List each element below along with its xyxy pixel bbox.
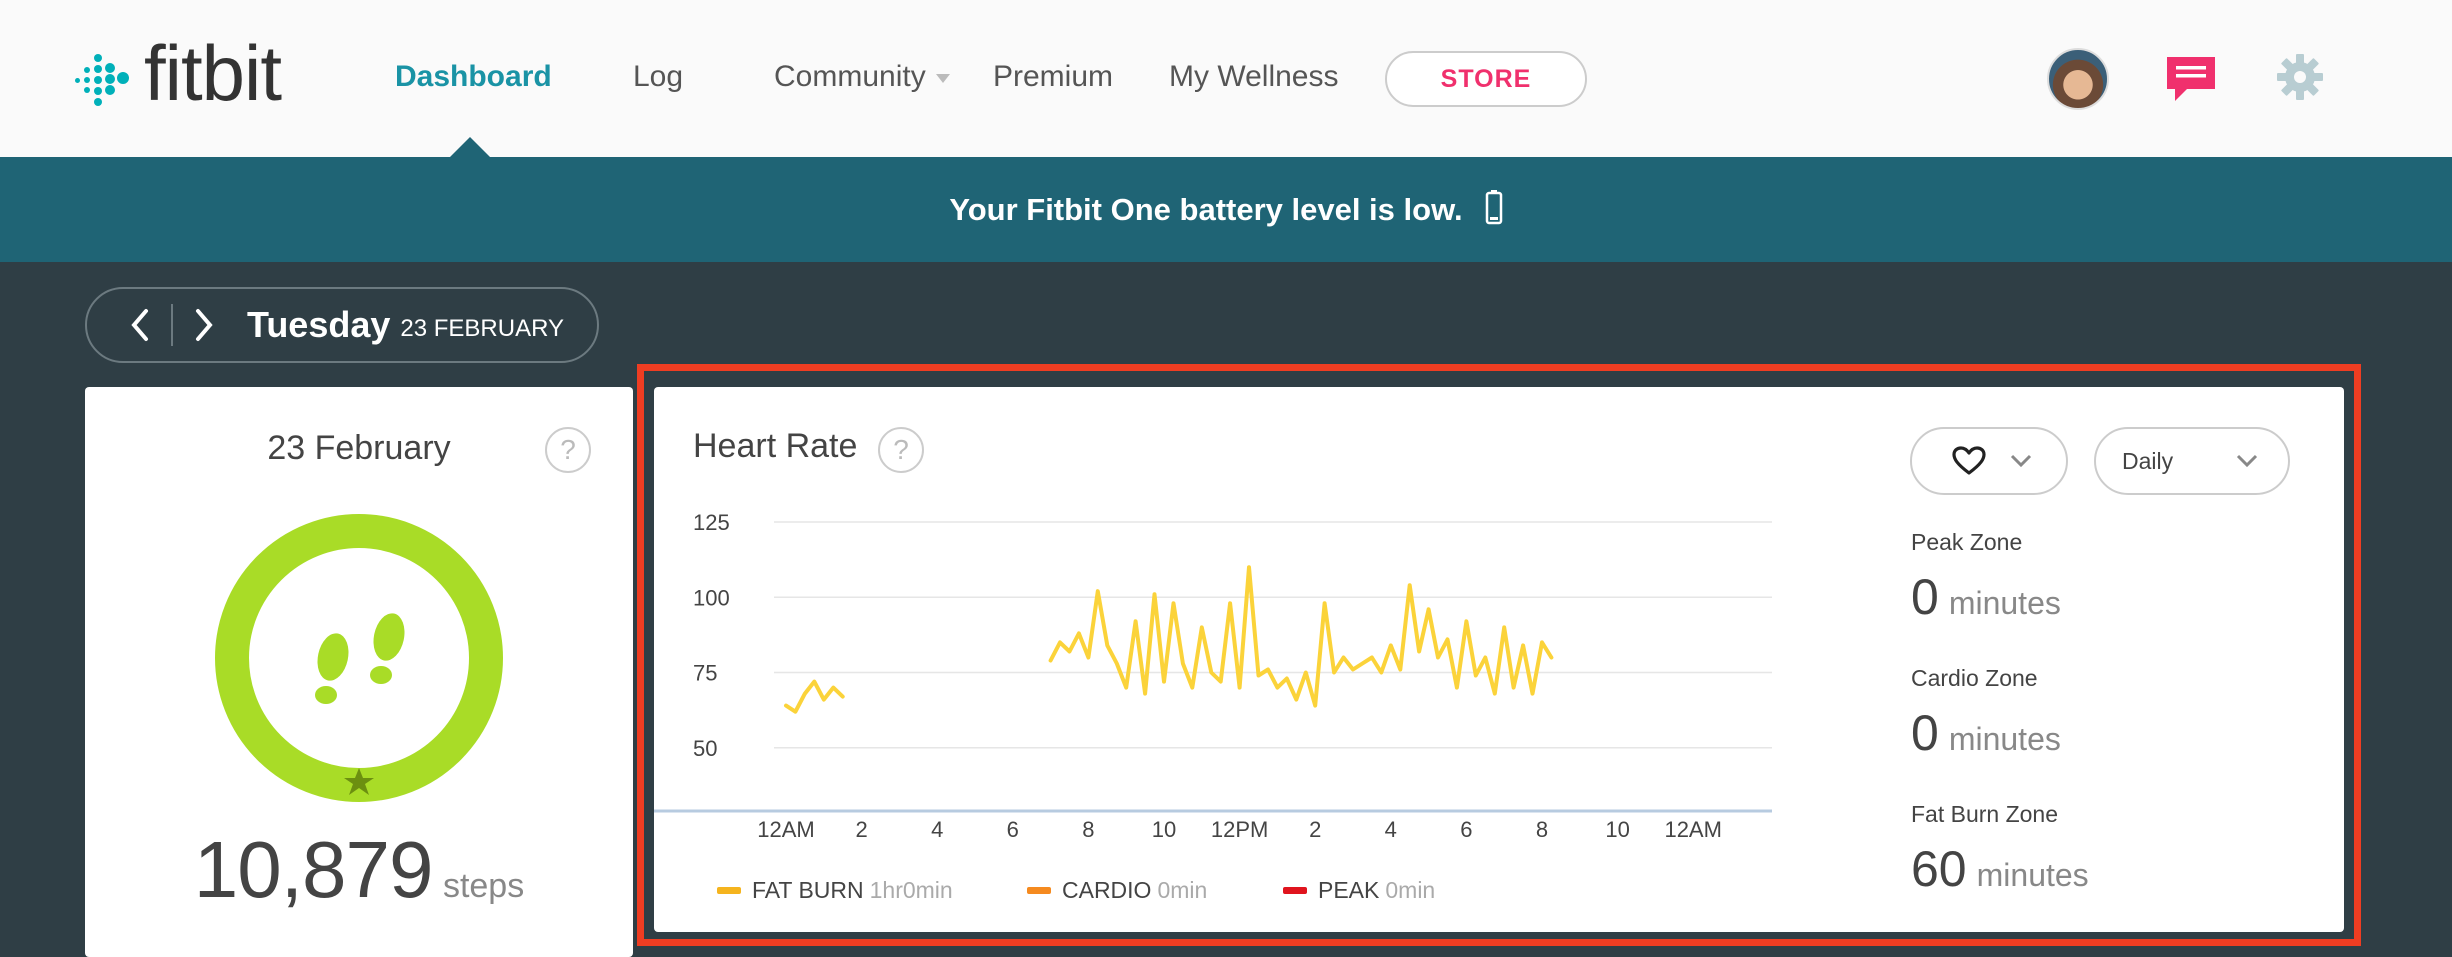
battery-banner: Your Fitbit One battery level is low. xyxy=(0,157,2452,262)
x-tick-label: 2 xyxy=(1309,817,1321,842)
chevron-right-icon xyxy=(196,309,213,341)
period-select-label: Daily xyxy=(2122,447,2174,474)
y-tick-label: 125 xyxy=(693,510,730,535)
x-tick-label: 4 xyxy=(1385,817,1397,842)
battery-low-icon xyxy=(1485,189,1503,230)
steps-unit: steps xyxy=(442,867,525,905)
x-tick-label: 10 xyxy=(1605,817,1629,842)
x-tick-label: 6 xyxy=(1460,817,1472,842)
date-day: Tuesday xyxy=(247,304,391,345)
fat-burn-zone: Fat Burn Zone 60 minutes xyxy=(1911,801,2089,898)
chevron-left-icon xyxy=(131,309,148,341)
x-tick-label: 12AM xyxy=(1664,817,1721,842)
heart-icon xyxy=(1952,446,1986,475)
legend-cardio-value: 0min xyxy=(1157,877,1208,903)
heart-rate-series-line xyxy=(1048,565,1554,708)
nav-community[interactable]: Community xyxy=(774,60,950,94)
heart-rate-help-button[interactable]: ? xyxy=(878,427,924,473)
legend-fat-burn-value: 1hr0min xyxy=(869,877,953,903)
x-tick-label: 8 xyxy=(1536,817,1548,842)
banner-text: Your Fitbit One battery level is low. xyxy=(949,191,1463,227)
steps-card[interactable]: 23 February ? 10,879 steps xyxy=(85,387,633,957)
x-tick-label: 6 xyxy=(1007,817,1019,842)
nav-premium[interactable]: Premium xyxy=(993,60,1114,93)
x-tick-label: 8 xyxy=(1082,817,1094,842)
goal-star-icon xyxy=(344,768,374,795)
fitbit-wordmark: fitbit xyxy=(144,29,282,117)
fitbit-dots-icon xyxy=(74,50,130,106)
cardio-zone: Cardio Zone 0 minutes xyxy=(1911,665,2061,762)
steps-help-button[interactable]: ? xyxy=(545,427,591,473)
cardio-zone-unit: minutes xyxy=(1948,721,2061,757)
peak-zone-unit: minutes xyxy=(1948,585,2061,621)
highlight-outline xyxy=(637,364,2361,946)
legend-peak: PEAK 0min xyxy=(1283,877,1435,904)
heart-rate-title: Heart Rate xyxy=(693,427,858,465)
legend-peak-label: PEAK xyxy=(1318,877,1380,903)
x-tick-label: 4 xyxy=(931,817,943,842)
heart-rate-card[interactable]: Heart Rate ? 50 75 100 125 12AM 2 4 6 8 10 12PM 2 4 6… xyxy=(654,387,2344,932)
steps-progress-ring xyxy=(215,514,503,802)
fat-burn-zone-label: Fat Burn Zone xyxy=(1911,801,2059,827)
peak-swatch xyxy=(1283,887,1307,894)
x-tick-label: 12PM xyxy=(1211,817,1268,842)
nav-log[interactable]: Log xyxy=(633,60,684,93)
previous-day-button[interactable] xyxy=(115,295,165,355)
x-tick-label: 12AM xyxy=(757,817,814,842)
active-tab-pointer xyxy=(450,137,490,157)
messages-icon[interactable] xyxy=(2165,55,2217,110)
heart-rate-chart: 50 75 100 125 12AM 2 4 6 8 10 12PM 2 4 6 8 10 12AM xyxy=(654,510,1772,842)
settings-gear-icon[interactable] xyxy=(2275,52,2325,107)
fat-burn-swatch xyxy=(717,887,741,894)
heart-rate-series-line xyxy=(784,679,845,714)
nav-dashboard[interactable]: Dashboard xyxy=(395,60,552,93)
chevron-down-icon xyxy=(2236,454,2258,468)
cardio-zone-label: Cardio Zone xyxy=(1911,665,2038,691)
store-button[interactable]: STORE xyxy=(1385,51,1587,107)
caret-down-icon xyxy=(935,73,950,83)
peak-zone: Peak Zone 0 minutes xyxy=(1911,529,2061,626)
fitbit-logo[interactable]: fitbit xyxy=(74,34,282,118)
steps-count: 10,879 steps xyxy=(85,824,633,916)
legend-cardio: CARDIO 0min xyxy=(1027,877,1207,904)
legend-cardio-label: CARDIO xyxy=(1062,877,1152,903)
y-tick-label: 100 xyxy=(693,585,730,610)
nav-community-label: Community xyxy=(774,60,926,93)
date-month: 23 FEBRUARY xyxy=(400,315,565,342)
x-tick-label: 10 xyxy=(1152,817,1176,842)
cardio-swatch xyxy=(1027,887,1051,894)
chevron-down-icon xyxy=(2010,454,2032,468)
y-tick-label: 50 xyxy=(693,736,717,761)
legend-fat-burn: FAT BURN 1hr0min xyxy=(717,877,953,904)
y-tick-label: 75 xyxy=(693,661,717,686)
peak-zone-label: Peak Zone xyxy=(1911,529,2023,555)
fat-burn-zone-unit: minutes xyxy=(1976,857,2089,893)
next-day-button[interactable] xyxy=(179,295,229,355)
legend-fat-burn-label: FAT BURN xyxy=(752,877,864,903)
date-navigator: Tuesday 23 FEBRUARY xyxy=(85,287,599,363)
date-divider xyxy=(171,304,173,346)
fat-burn-zone-value: 60 xyxy=(1911,841,1967,897)
metric-select[interactable] xyxy=(1910,427,2068,495)
period-select[interactable]: Daily xyxy=(2094,427,2290,495)
legend-peak-value: 0min xyxy=(1385,877,1436,903)
steps-value: 10,879 xyxy=(193,825,434,914)
nav-my-wellness[interactable]: My Wellness xyxy=(1169,60,1339,93)
avatar[interactable] xyxy=(2047,48,2109,110)
peak-zone-value: 0 xyxy=(1911,569,1939,625)
steps-card-title: 23 February xyxy=(267,429,451,467)
cardio-zone-value: 0 xyxy=(1911,705,1939,761)
top-navigation-bar: fitbit Dashboard Log Community Premium M… xyxy=(0,0,2452,158)
footsteps-icon xyxy=(315,613,405,704)
x-tick-label: 2 xyxy=(855,817,867,842)
